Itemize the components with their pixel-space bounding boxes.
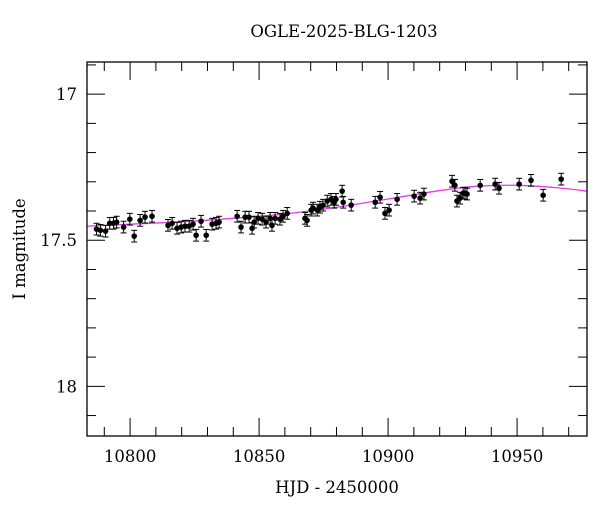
data-point	[304, 214, 311, 227]
data-point	[142, 210, 149, 224]
y-tick-label: 17.5	[40, 231, 77, 250]
minor-ticks	[87, 62, 587, 436]
y-tick-label: 17	[56, 85, 77, 104]
data-point	[203, 228, 210, 242]
data-point	[528, 173, 535, 187]
data-point	[131, 229, 138, 243]
x-tick-label: 10900	[362, 447, 415, 466]
data-point	[516, 177, 523, 191]
model-fit-curve	[86, 184, 588, 227]
tick-labels: 10800 10850 10900 10950 17 17.5 18	[40, 85, 543, 466]
data-point	[332, 192, 339, 206]
x-axis-label: HJD - 2450000	[275, 478, 399, 497]
data-point	[120, 220, 127, 234]
y-tick-label: 18	[56, 377, 77, 396]
data-point	[126, 212, 133, 226]
data-point	[137, 214, 144, 227]
data-point	[477, 178, 484, 192]
data-point	[97, 223, 104, 237]
data-point	[272, 211, 279, 225]
data-point	[339, 184, 346, 198]
data-point	[420, 187, 427, 201]
data-point	[169, 216, 176, 230]
data-point	[280, 209, 287, 223]
data-point	[348, 198, 355, 212]
data-point	[328, 192, 335, 206]
x-tick-label: 10950	[491, 447, 544, 466]
data-point	[193, 228, 200, 242]
x-tick-label: 10850	[233, 447, 286, 466]
data-point	[284, 207, 291, 220]
data-point	[464, 187, 471, 201]
data-point	[106, 216, 113, 230]
data-point	[558, 172, 565, 186]
data-point	[340, 195, 347, 209]
data-point	[381, 207, 388, 220]
data-point	[246, 210, 253, 224]
data-point	[540, 188, 547, 202]
data-point	[259, 212, 266, 226]
data-point	[386, 203, 393, 217]
chart-title: OGLE-2025-BLG-1203	[250, 22, 438, 41]
major-ticks	[87, 62, 587, 436]
data-point	[377, 190, 384, 204]
data-point	[451, 178, 458, 192]
data-point	[316, 200, 323, 214]
data-point	[165, 218, 172, 232]
y-axis-label: I magnitude	[10, 198, 29, 299]
data-point	[212, 216, 219, 230]
data-point	[149, 209, 156, 223]
data-point	[372, 195, 379, 209]
x-tick-label: 10800	[104, 447, 157, 466]
data-point	[263, 215, 270, 229]
data-point	[102, 224, 109, 238]
data-point	[113, 215, 120, 229]
data-point	[198, 214, 205, 228]
data-point	[216, 215, 223, 229]
data-point	[190, 217, 197, 231]
data-point	[394, 192, 401, 206]
data-point	[238, 220, 245, 234]
data-points	[93, 172, 565, 243]
data-point	[411, 189, 418, 203]
plot-frame	[86, 61, 588, 437]
data-point	[251, 215, 258, 229]
data-point	[457, 191, 464, 205]
data-point	[496, 181, 503, 195]
data-point	[234, 209, 241, 223]
data-point	[310, 201, 317, 215]
